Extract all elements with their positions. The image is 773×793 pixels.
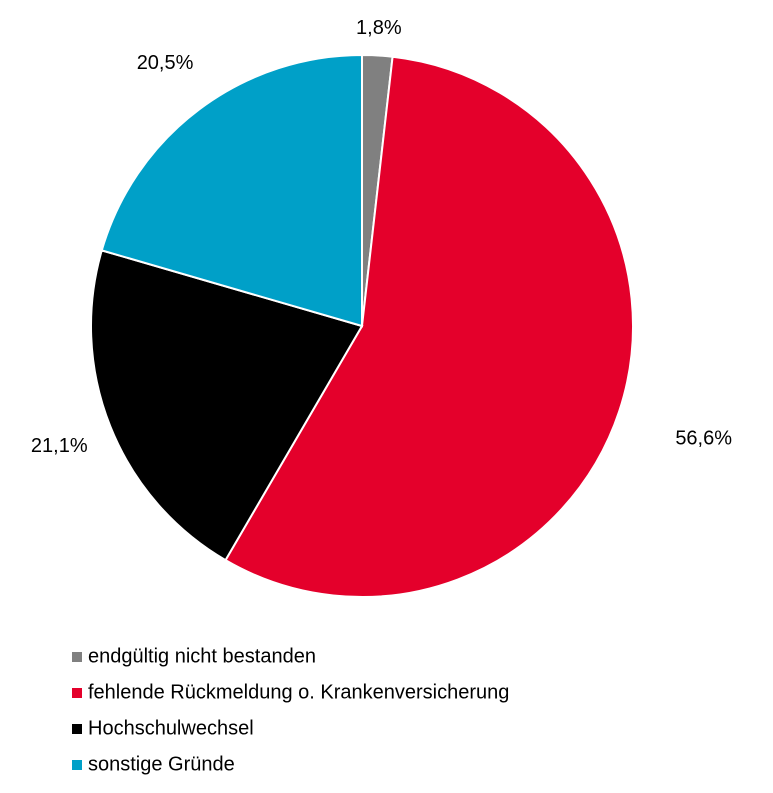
data-label: 20,5% [137,52,194,74]
legend-swatch [72,688,82,698]
data-label: 21,1% [31,435,88,457]
pie-slice [100,53,363,328]
legend-label: fehlende Rückmeldung o. Krankenversicher… [88,681,509,703]
data-label: 56,6% [675,428,732,450]
legend-label: endgültig nicht bestanden [88,645,316,667]
legend-swatch [72,724,82,734]
pie-slice [90,249,364,562]
data-label: 1,8% [356,17,402,39]
legend-swatch [72,652,82,662]
legend-label: sonstige Gründe [88,753,235,775]
legend-label: Hochschulwechsel [88,717,254,739]
legend-swatch [72,760,82,770]
pie-slice [224,55,634,598]
